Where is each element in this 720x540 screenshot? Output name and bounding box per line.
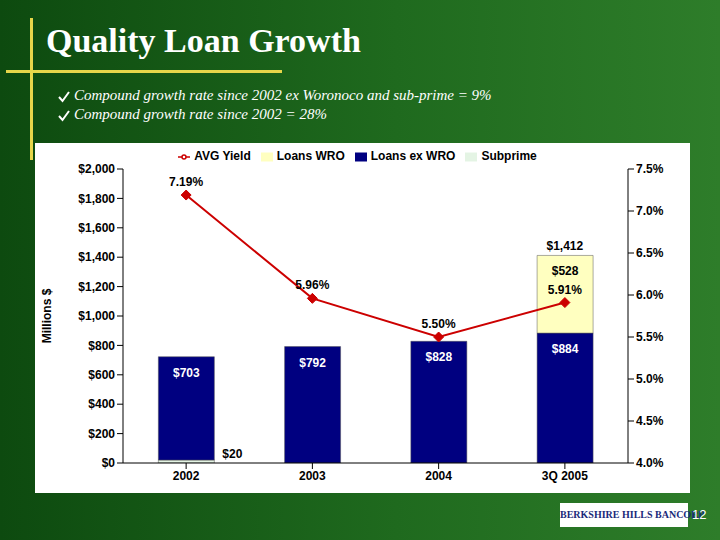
svg-text:$0: $0 <box>102 456 116 470</box>
svg-text:2002: 2002 <box>173 469 200 483</box>
svg-text:$1,800: $1,800 <box>78 192 115 206</box>
svg-text:3Q 2005: 3Q 2005 <box>542 469 588 483</box>
svg-text:$1,200: $1,200 <box>78 280 115 294</box>
html-text:Compound growth rate since 200: Compound growth rate since 2002 ex Woron… <box>74 87 492 103</box>
svg-text:2003: 2003 <box>299 469 326 483</box>
html-text:BERKSHIRE HILLS BANCORP: BERKSHIRE HILLS BANCORP <box>560 509 705 520</box>
svg-text:$703: $703 <box>173 366 200 380</box>
svg-text:$792: $792 <box>299 356 326 370</box>
html-text:Compound growth rate since 200: Compound growth rate since 2002 = 28% <box>74 106 327 122</box>
svg-text:$528: $528 <box>552 264 579 278</box>
svg-text:$1,412: $1,412 <box>547 239 584 253</box>
svg-text:6.0%: 6.0% <box>636 288 664 302</box>
svg-text:7.19%: 7.19% <box>169 175 203 189</box>
svg-text:$1,600: $1,600 <box>78 221 115 235</box>
svg-text:$600: $600 <box>88 368 115 382</box>
svg-text:$200: $200 <box>88 427 115 441</box>
svg-text:$884: $884 <box>552 342 579 356</box>
svg-text:5.5%: 5.5% <box>636 330 664 344</box>
svg-text:5.0%: 5.0% <box>636 372 664 386</box>
svg-text:$20: $20 <box>222 447 242 461</box>
html-text:Loans ex WRO: Loans ex WRO <box>370 149 456 163</box>
svg-text:$400: $400 <box>88 397 115 411</box>
html-text:12: 12 <box>692 507 707 522</box>
svg-text:7.0%: 7.0% <box>636 204 664 218</box>
svg-text:$1,400: $1,400 <box>78 250 115 264</box>
svg-text:$828: $828 <box>425 350 452 364</box>
svg-text:Millions $: Millions $ <box>40 288 54 343</box>
svg-text:$1,000: $1,000 <box>78 309 115 323</box>
html-text:Loans WRO: Loans WRO <box>276 149 345 163</box>
svg-text:5.50%: 5.50% <box>422 317 456 331</box>
svg-text:5.96%: 5.96% <box>295 278 329 292</box>
svg-text:$2,000: $2,000 <box>78 162 115 176</box>
html-text:AVG Yield: AVG Yield <box>194 149 251 163</box>
svg-text:7.5%: 7.5% <box>636 162 664 176</box>
html-text:Quality Loan Growth: Quality Loan Growth <box>46 22 361 59</box>
html-text:Subprime: Subprime <box>481 149 537 163</box>
svg-text:2004: 2004 <box>425 469 452 483</box>
svg-text:4.0%: 4.0% <box>636 456 664 470</box>
svg-text:6.5%: 6.5% <box>636 246 664 260</box>
svg-text:4.5%: 4.5% <box>636 414 664 428</box>
svg-text:5.91%: 5.91% <box>548 283 582 297</box>
svg-text:$800: $800 <box>88 339 115 353</box>
